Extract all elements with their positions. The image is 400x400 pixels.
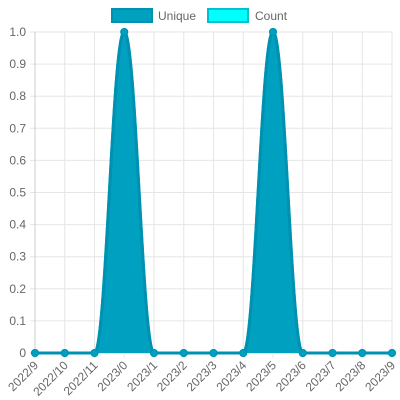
y-tick-label: 0.9 — [9, 57, 26, 71]
x-tick-label: 2023/0 — [95, 358, 131, 394]
x-tick-label: 2023/6 — [273, 358, 309, 394]
x-tick-label: 2023/5 — [243, 358, 279, 394]
y-tick-label: 0.3 — [9, 250, 26, 264]
y-tick-label: 0.7 — [9, 121, 26, 135]
legend-item-count[interactable]: Count — [207, 8, 288, 23]
y-axis: 0 0.1 0.2 0.3 0.4 0.5 0.6 0.7 0.8 0.9 1.0 — [9, 25, 26, 360]
grid — [30, 31, 393, 358]
legend-item-unique[interactable]: Unique — [111, 8, 196, 23]
y-tick-label: 0.8 — [9, 89, 26, 103]
series-area-unique — [35, 32, 392, 353]
y-tick-label: 0.5 — [9, 186, 26, 200]
x-tick-label: 2023/1 — [124, 358, 160, 394]
y-tick-label: 0.2 — [9, 282, 26, 296]
legend-label-unique: Unique — [158, 9, 196, 23]
x-axis: 2022/92022/102022/112023/02023/12023/220… — [5, 358, 398, 399]
y-tick-label: 0.6 — [9, 153, 26, 167]
x-tick-label: 2023/4 — [214, 358, 250, 394]
y-tick-label: 0.4 — [9, 218, 26, 232]
x-tick-label: 2023/8 — [333, 358, 369, 394]
y-tick-label: 0.1 — [9, 314, 26, 328]
x-tick-label: 2023/3 — [184, 358, 220, 394]
legend-label-count: Count — [255, 9, 288, 23]
point-unique[interactable] — [31, 349, 39, 357]
point-unique[interactable] — [150, 349, 158, 357]
x-tick-label: 2023/2 — [154, 358, 190, 394]
series-layer — [31, 28, 396, 357]
point-unique[interactable] — [120, 28, 129, 36]
point-unique[interactable] — [358, 349, 367, 357]
x-tick-label: 2023/7 — [303, 358, 339, 394]
point-unique[interactable] — [179, 349, 188, 357]
point-unique[interactable] — [60, 349, 69, 357]
point-unique[interactable] — [239, 349, 248, 357]
legend: Unique Count — [111, 8, 288, 23]
legend-swatch-count — [207, 8, 249, 23]
point-unique[interactable] — [388, 349, 396, 357]
point-unique[interactable] — [90, 349, 99, 357]
point-unique[interactable] — [298, 349, 307, 357]
point-unique[interactable] — [328, 349, 337, 357]
y-tick-label: 0 — [19, 346, 26, 360]
y-tick-label: 1.0 — [9, 25, 26, 39]
legend-swatch-unique — [111, 8, 153, 23]
point-unique[interactable] — [269, 28, 277, 36]
point-unique[interactable] — [209, 349, 218, 357]
x-tick-label: 2023/9 — [362, 358, 398, 394]
